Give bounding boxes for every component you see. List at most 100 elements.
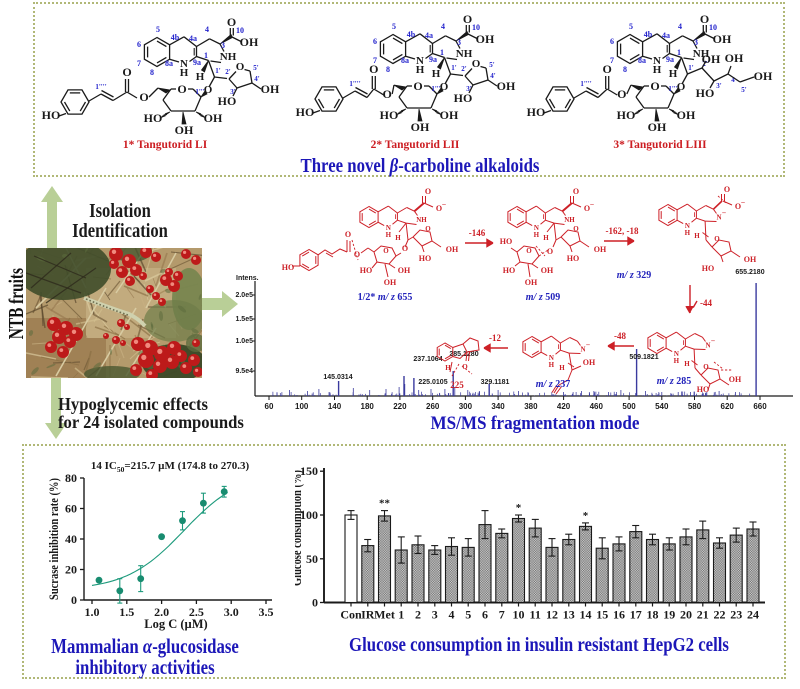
- svg-text:620: 620: [721, 402, 735, 411]
- svg-text:3': 3': [716, 82, 722, 90]
- svg-text:509.1821: 509.1821: [629, 354, 658, 361]
- svg-text:*: *: [583, 510, 589, 522]
- svg-text:9a: 9a: [193, 58, 201, 67]
- svg-text:m/ z 285: m/ z 285: [657, 376, 691, 387]
- svg-text:8a: 8a: [401, 56, 409, 65]
- svg-text:IR: IR: [361, 608, 375, 622]
- svg-text:OH: OH: [713, 32, 732, 46]
- svg-text:OH: OH: [594, 245, 607, 254]
- svg-text:2.0: 2.0: [154, 605, 169, 619]
- svg-text:HO: HO: [696, 86, 715, 100]
- svg-text:5: 5: [629, 22, 633, 31]
- svg-text:140: 140: [328, 402, 342, 411]
- svg-text:O: O: [436, 204, 442, 213]
- svg-text:0: 0: [312, 596, 318, 610]
- svg-text:80: 80: [65, 471, 77, 485]
- svg-text:3: 3: [432, 608, 438, 622]
- svg-text:4: 4: [205, 25, 209, 34]
- svg-text:0: 0: [71, 593, 77, 607]
- svg-text:237.1064: 237.1064: [413, 356, 442, 363]
- svg-text:-44: -44: [700, 298, 712, 308]
- svg-text:OH: OH: [261, 82, 280, 96]
- svg-text:9.5e4: 9.5e4: [235, 368, 253, 375]
- svg-text:OH: OH: [446, 245, 459, 254]
- svg-text:Log C (µM): Log C (µM): [144, 617, 207, 631]
- svg-text:OH: OH: [175, 123, 194, 137]
- svg-text:**: **: [379, 498, 391, 510]
- svg-text:4: 4: [678, 22, 682, 31]
- svg-text:HO: HO: [296, 105, 315, 119]
- svg-text:O: O: [714, 235, 720, 243]
- svg-text:660: 660: [753, 402, 767, 411]
- svg-text:145.0314: 145.0314: [323, 374, 352, 381]
- svg-text:7: 7: [499, 608, 505, 622]
- svg-text:3.5: 3.5: [259, 605, 274, 619]
- svg-text:OH: OH: [476, 32, 495, 46]
- svg-text:O: O: [547, 247, 553, 256]
- svg-text:O: O: [526, 247, 532, 255]
- svg-text:O: O: [227, 15, 236, 29]
- svg-text:150: 150: [300, 464, 318, 478]
- svg-text:19: 19: [663, 608, 675, 622]
- svg-text:O: O: [139, 90, 148, 104]
- svg-text:HO: HO: [503, 266, 515, 275]
- svg-text:9a: 9a: [429, 55, 437, 64]
- svg-text:H: H: [685, 229, 691, 237]
- svg-text:1': 1': [451, 64, 457, 72]
- svg-text:1''': 1''': [431, 85, 440, 93]
- svg-text:NH: NH: [416, 216, 427, 224]
- svg-text:Glucose consumption (%): Glucose consumption (%): [295, 470, 304, 586]
- svg-text:H: H: [445, 364, 451, 372]
- svg-text:H: H: [559, 364, 565, 372]
- svg-text:–: –: [740, 198, 745, 206]
- svg-text:460: 460: [590, 402, 604, 411]
- svg-text:O: O: [584, 204, 590, 213]
- svg-text:H: H: [653, 64, 662, 76]
- svg-text:HO: HO: [144, 111, 163, 125]
- svg-text:1: 1: [440, 48, 444, 57]
- svg-text:N: N: [716, 214, 721, 222]
- svg-text:N: N: [580, 346, 585, 354]
- svg-text:60: 60: [265, 402, 274, 411]
- svg-text:22: 22: [714, 608, 726, 622]
- svg-text:6: 6: [137, 40, 141, 49]
- svg-text:Sucrase inhibition rate (%): Sucrase inhibition rate (%): [46, 478, 61, 600]
- svg-text:O: O: [204, 84, 213, 96]
- svg-text:420: 420: [557, 402, 571, 411]
- svg-text:H: H: [416, 64, 425, 76]
- svg-text:O: O: [677, 81, 686, 93]
- svg-text:N: N: [416, 55, 424, 67]
- svg-text:O: O: [700, 12, 709, 26]
- svg-text:15: 15: [596, 608, 608, 622]
- svg-text:225.0105: 225.0105: [418, 379, 447, 386]
- svg-text:2: 2: [415, 608, 421, 622]
- svg-text:10: 10: [472, 23, 480, 32]
- svg-text:6: 6: [610, 37, 614, 46]
- svg-text:14 IC50=215.7 µM (174.8 to 270: 14 IC50=215.7 µM (174.8 to 270.3): [91, 460, 250, 474]
- svg-text:OH: OH: [744, 255, 757, 264]
- svg-text:300: 300: [459, 402, 473, 411]
- svg-text:3: 3: [694, 38, 698, 47]
- svg-text:3.0: 3.0: [224, 605, 239, 619]
- svg-text:H: H: [694, 232, 700, 240]
- svg-text:OH: OH: [648, 120, 667, 134]
- svg-text:4b: 4b: [407, 30, 416, 39]
- svg-text:NH: NH: [564, 216, 575, 224]
- svg-text:O: O: [472, 58, 481, 70]
- svg-text:1.5: 1.5: [119, 605, 134, 619]
- svg-text:-48: -48: [614, 331, 626, 341]
- svg-text:180: 180: [361, 402, 375, 411]
- svg-text:4b: 4b: [171, 33, 180, 42]
- svg-text:Intens.: Intens.: [236, 275, 259, 282]
- svg-text:580: 580: [688, 402, 702, 411]
- svg-text:HO: HO: [42, 108, 61, 122]
- svg-text:–: –: [710, 337, 715, 345]
- svg-text:540: 540: [655, 402, 669, 411]
- svg-text:13: 13: [563, 608, 575, 622]
- svg-text:–: –: [589, 200, 594, 208]
- svg-text:1'''': 1'''': [349, 80, 360, 88]
- svg-text:HO: HO: [697, 385, 709, 394]
- svg-text:–: –: [721, 209, 726, 217]
- svg-text:H: H: [180, 67, 189, 79]
- svg-text:NH: NH: [220, 51, 237, 63]
